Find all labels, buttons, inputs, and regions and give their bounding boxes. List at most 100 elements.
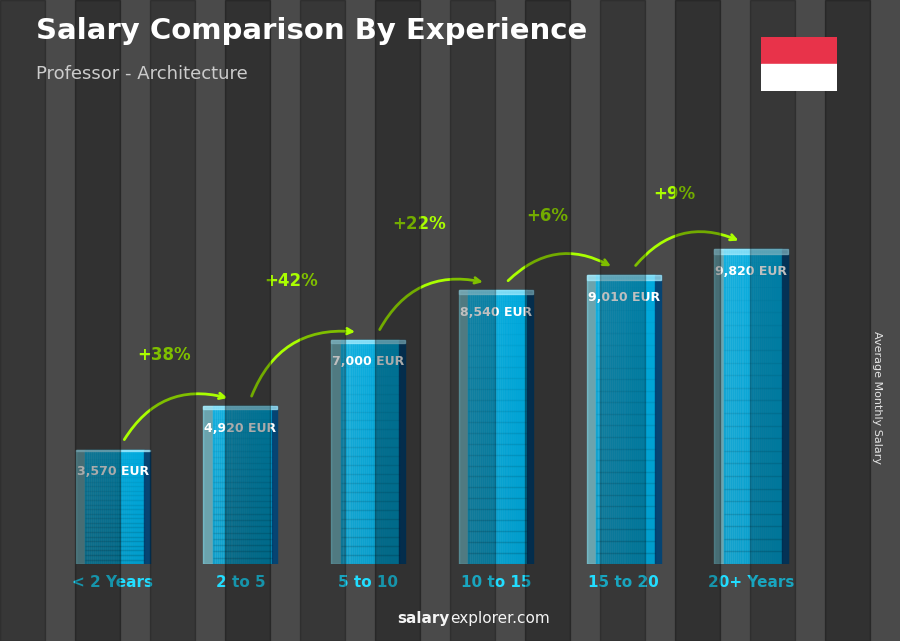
Text: +22%: +22% bbox=[392, 215, 446, 233]
Bar bbox=[203, 406, 213, 564]
Bar bbox=[374, 340, 376, 564]
Bar bbox=[86, 560, 144, 564]
Bar bbox=[469, 400, 527, 411]
Bar bbox=[596, 541, 654, 553]
Bar bbox=[341, 555, 400, 564]
Bar bbox=[598, 276, 600, 564]
Bar bbox=[76, 450, 86, 564]
Bar bbox=[596, 356, 654, 368]
Bar bbox=[331, 340, 341, 564]
Text: +38%: +38% bbox=[137, 346, 191, 364]
Bar bbox=[596, 495, 654, 506]
Bar bbox=[596, 483, 654, 495]
Bar bbox=[213, 431, 272, 438]
Bar bbox=[596, 333, 654, 345]
Bar bbox=[742, 249, 743, 564]
Bar bbox=[86, 495, 144, 500]
Bar bbox=[647, 276, 649, 564]
Bar bbox=[469, 389, 527, 400]
Bar bbox=[256, 406, 257, 564]
Bar bbox=[364, 340, 366, 564]
Bar bbox=[500, 290, 501, 564]
Bar bbox=[724, 501, 782, 513]
Bar bbox=[753, 249, 755, 564]
Bar bbox=[86, 551, 144, 555]
Bar bbox=[356, 340, 358, 564]
Text: +42%: +42% bbox=[265, 272, 319, 290]
Bar bbox=[743, 249, 745, 564]
Bar bbox=[240, 406, 242, 564]
Bar bbox=[596, 276, 654, 564]
Bar bbox=[213, 406, 272, 413]
Bar bbox=[747, 249, 750, 564]
Bar bbox=[213, 533, 272, 539]
Bar bbox=[87, 450, 89, 564]
Bar bbox=[600, 0, 645, 641]
Bar bbox=[773, 249, 775, 564]
Bar bbox=[724, 426, 782, 438]
Bar bbox=[724, 274, 782, 287]
Bar bbox=[345, 340, 346, 564]
Bar bbox=[641, 276, 643, 564]
Bar bbox=[494, 290, 496, 564]
Bar bbox=[86, 509, 144, 513]
Bar bbox=[366, 340, 368, 564]
Text: 9,820 EUR: 9,820 EUR bbox=[716, 265, 788, 278]
Bar bbox=[596, 368, 654, 379]
Bar bbox=[770, 249, 773, 564]
Bar bbox=[596, 529, 654, 541]
Bar bbox=[217, 406, 219, 564]
Bar bbox=[769, 249, 770, 564]
Bar bbox=[760, 37, 837, 64]
Bar bbox=[341, 456, 400, 465]
Bar bbox=[220, 406, 222, 564]
Bar bbox=[724, 513, 782, 526]
Bar bbox=[654, 276, 661, 564]
Bar bbox=[450, 0, 495, 641]
Bar bbox=[350, 340, 353, 564]
Bar bbox=[341, 447, 400, 456]
Bar bbox=[596, 391, 654, 403]
Bar bbox=[264, 406, 266, 564]
Bar bbox=[740, 249, 742, 564]
Bar bbox=[469, 323, 527, 334]
Bar bbox=[222, 406, 225, 564]
Bar bbox=[101, 450, 103, 564]
Bar bbox=[525, 0, 570, 641]
Bar bbox=[266, 406, 267, 564]
Bar bbox=[388, 340, 390, 564]
Bar bbox=[126, 450, 128, 564]
Bar bbox=[757, 249, 759, 564]
Bar bbox=[124, 450, 126, 564]
Text: 9,010 EUR: 9,010 EUR bbox=[588, 291, 660, 304]
Bar bbox=[341, 438, 400, 447]
Bar bbox=[213, 507, 272, 513]
Bar bbox=[596, 472, 654, 483]
Bar bbox=[86, 545, 144, 551]
Bar bbox=[382, 340, 383, 564]
Bar bbox=[715, 249, 788, 254]
Bar bbox=[341, 483, 400, 492]
Bar bbox=[735, 249, 738, 564]
Bar bbox=[341, 340, 400, 349]
Bar bbox=[213, 558, 272, 564]
Bar bbox=[99, 450, 101, 564]
Bar bbox=[213, 495, 272, 501]
Bar bbox=[643, 276, 645, 564]
Bar bbox=[724, 401, 782, 413]
Bar bbox=[122, 450, 124, 564]
Bar bbox=[488, 290, 490, 564]
Bar bbox=[86, 500, 144, 504]
Bar bbox=[469, 312, 527, 323]
Bar bbox=[724, 413, 782, 426]
Bar bbox=[469, 520, 527, 531]
Bar bbox=[492, 290, 494, 564]
Text: +6%: +6% bbox=[526, 207, 568, 226]
Bar bbox=[376, 340, 378, 564]
Bar bbox=[383, 340, 385, 564]
Text: Professor - Architecture: Professor - Architecture bbox=[36, 65, 248, 83]
Bar bbox=[213, 539, 272, 545]
Bar bbox=[724, 350, 782, 363]
Bar bbox=[622, 276, 624, 564]
Bar bbox=[213, 526, 272, 533]
